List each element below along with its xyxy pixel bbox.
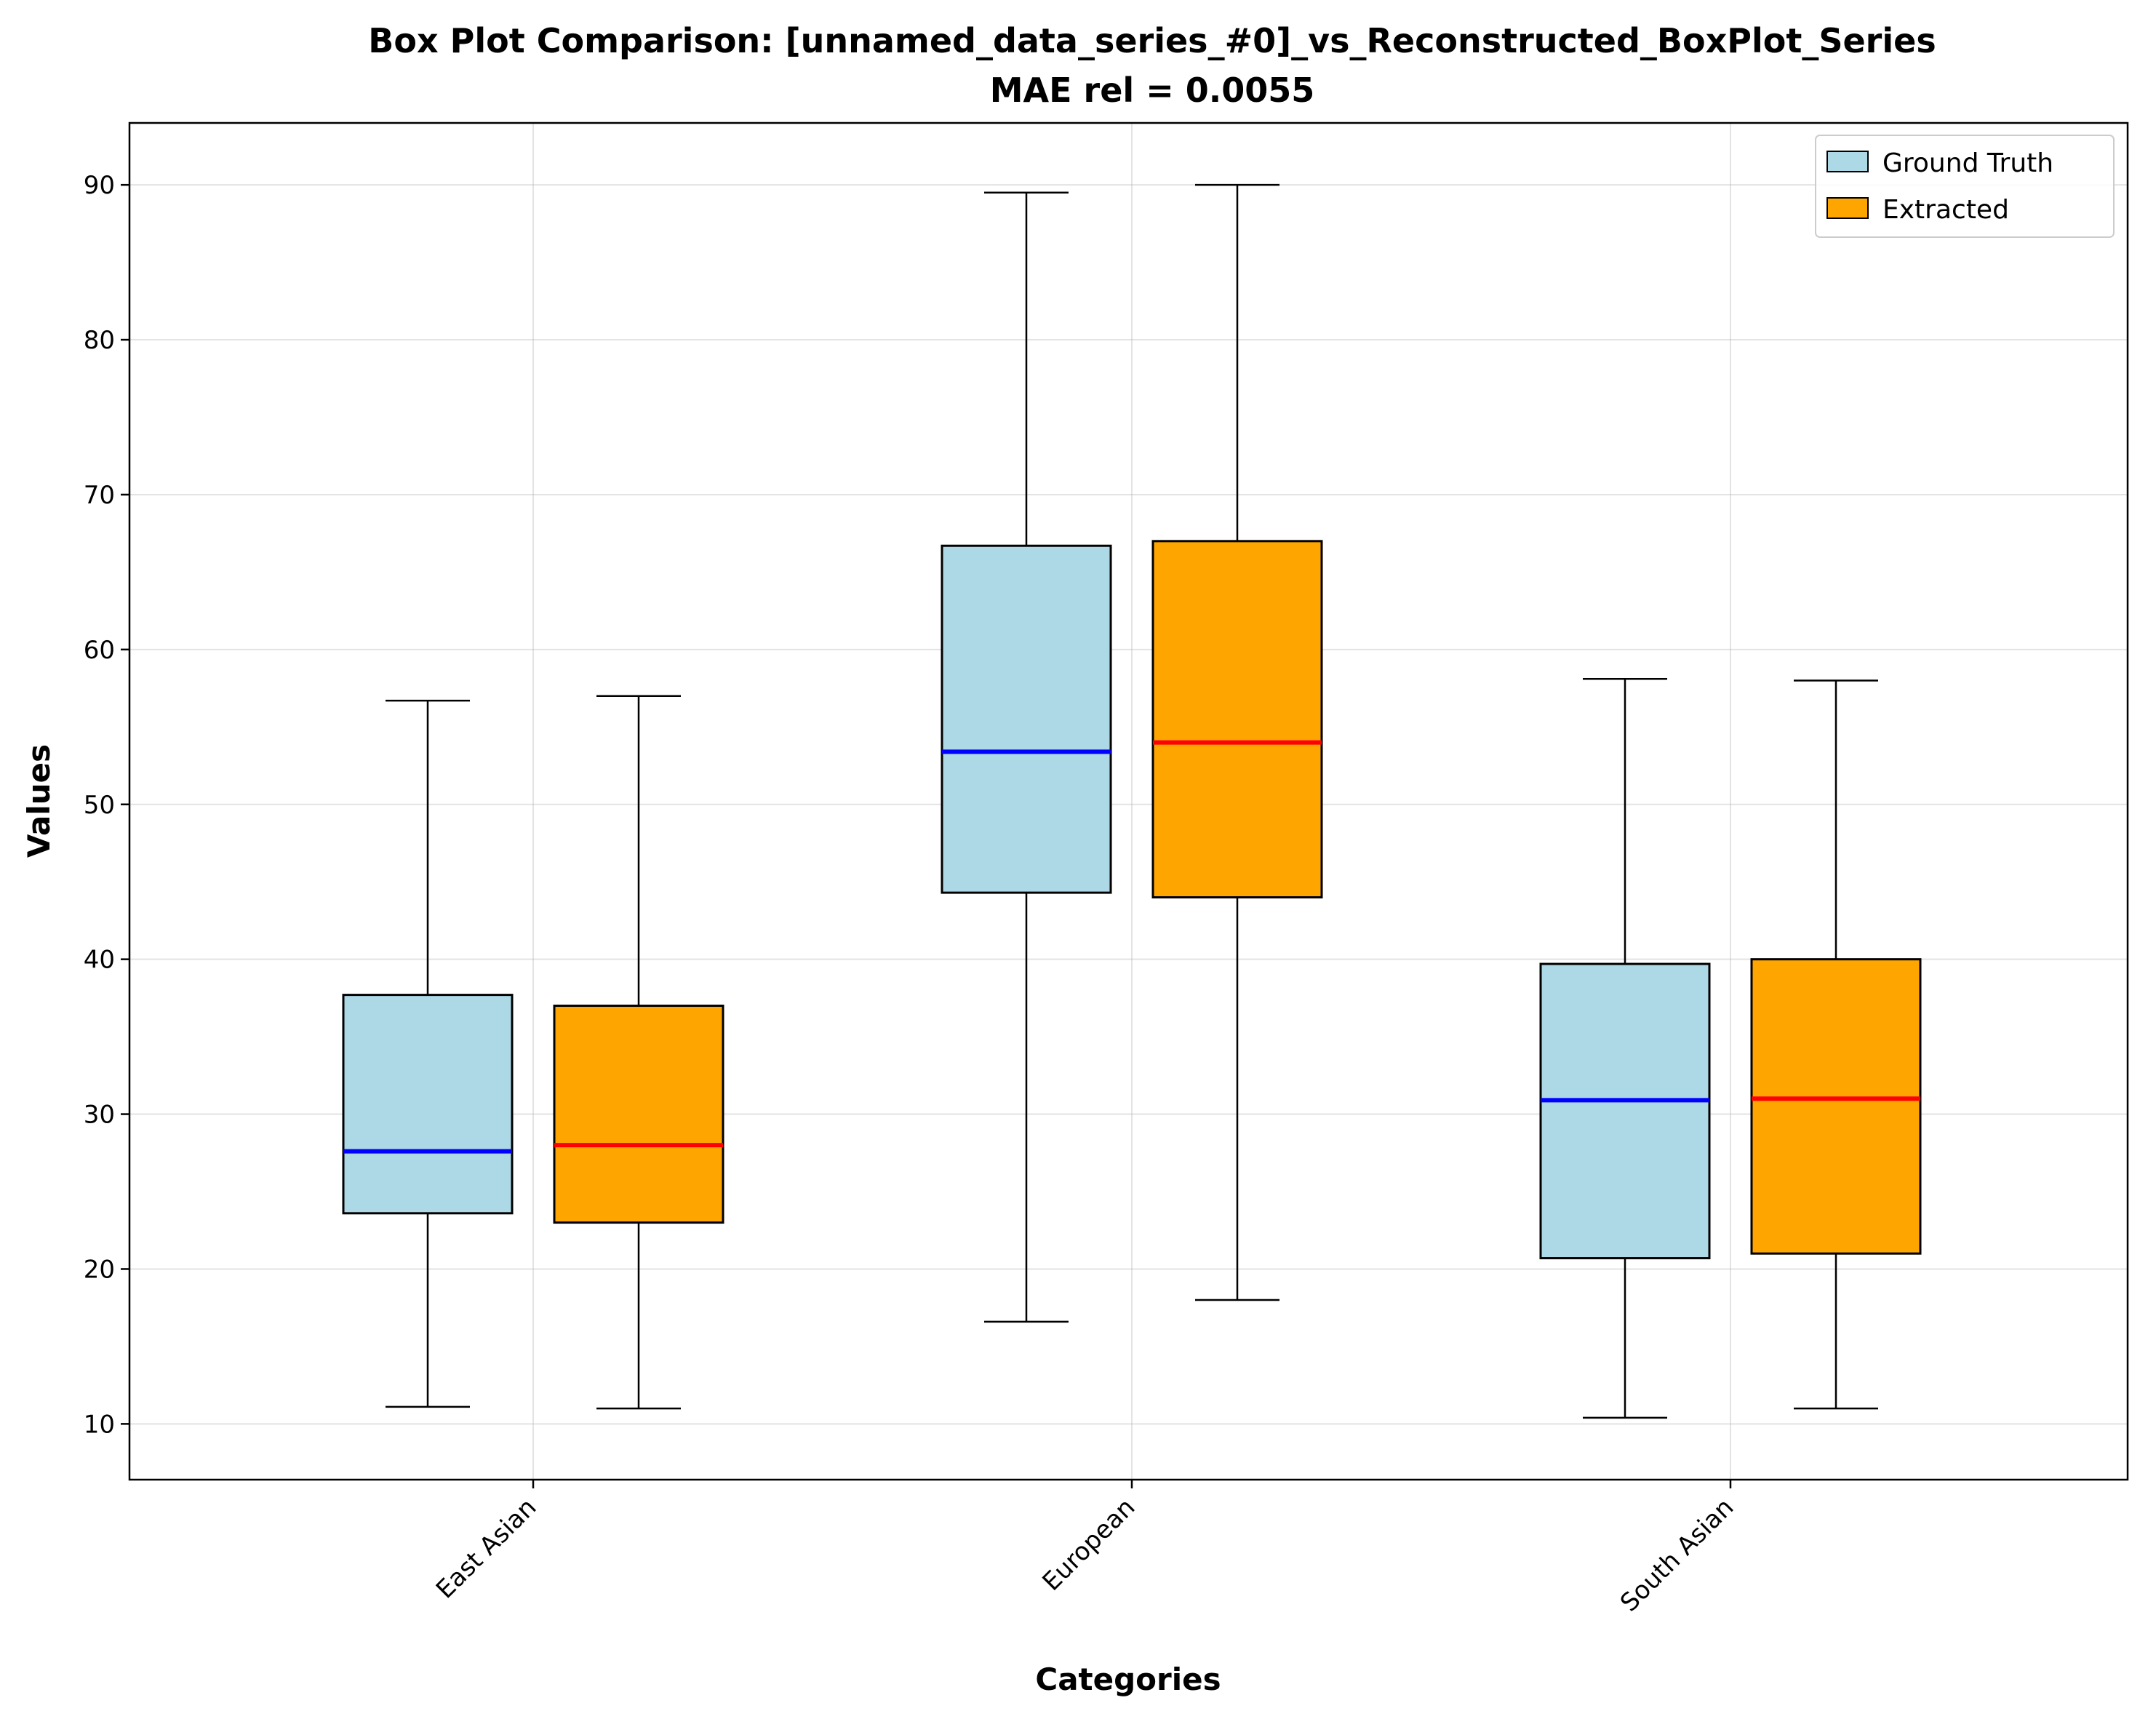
chart-subtitle: MAE rel = 0.0055: [990, 71, 1315, 110]
box-ground-truth-south-asian: [1539, 678, 1711, 1419]
y-tick-label: 50: [84, 791, 115, 820]
iqr-box: [1750, 958, 1922, 1255]
legend-swatch-ground-truth: [1826, 151, 1869, 172]
legend-swatch-extracted: [1826, 197, 1869, 219]
y-tick-label: 30: [84, 1101, 115, 1130]
y-tick-label: 90: [84, 171, 115, 200]
box-extracted-east-asian: [553, 695, 724, 1410]
y-tick-label: 10: [84, 1410, 115, 1439]
legend: Ground Truth Extracted: [1815, 135, 2115, 238]
iqr-box: [553, 1005, 724, 1224]
legend-frame: [1815, 135, 2115, 238]
box-series: [342, 183, 1922, 1419]
y-tick-label: 80: [84, 326, 115, 355]
box-ground-truth-east-asian: [342, 699, 514, 1408]
iqr-box: [1151, 540, 1323, 898]
y-tick-label: 20: [84, 1255, 115, 1284]
iqr-box: [941, 544, 1112, 894]
x-axis-label: Categories: [1035, 1662, 1221, 1697]
y-axis-label: Values: [21, 744, 57, 858]
box-extracted-european: [1151, 183, 1323, 1301]
y-tick-label: 40: [84, 946, 115, 975]
y-tick-label: 60: [84, 636, 115, 665]
legend-label-ground-truth: Ground Truth: [1882, 148, 2053, 178]
plot-area-frame: [128, 121, 2129, 1481]
box-extracted-south-asian: [1750, 679, 1922, 1410]
y-tick-label: 70: [84, 481, 115, 510]
iqr-box: [342, 994, 514, 1215]
chart-title: Box Plot Comparison: [unnamed_data_serie…: [368, 21, 1936, 60]
box-ground-truth-european: [941, 191, 1112, 1323]
iqr-box: [1539, 962, 1711, 1260]
legend-label-extracted: Extracted: [1882, 195, 2009, 225]
